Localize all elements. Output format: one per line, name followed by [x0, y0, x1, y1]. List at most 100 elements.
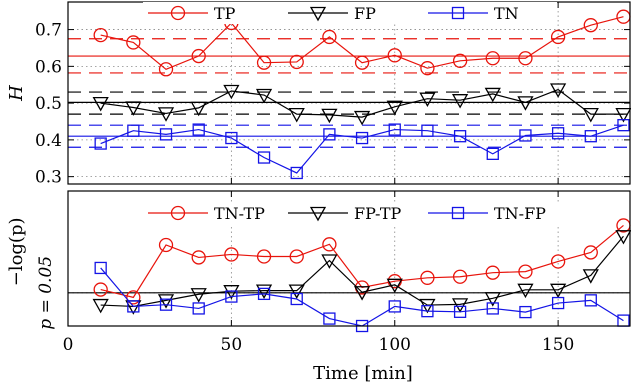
data-point — [386, 278, 403, 294]
data-point — [127, 124, 140, 137]
data-point — [257, 287, 271, 301]
data-point — [584, 130, 597, 143]
data-point — [158, 237, 174, 253]
bottom-series-tn-fp — [94, 261, 630, 333]
data-point — [584, 294, 597, 307]
data-point — [354, 55, 370, 70]
data-point — [550, 254, 566, 269]
data-point — [582, 107, 599, 123]
y-tick-label: 0.6 — [35, 57, 62, 77]
data-point — [387, 48, 402, 63]
data-point — [353, 286, 371, 301]
y-tick-label: 0.4 — [35, 131, 62, 151]
data-point — [517, 96, 534, 111]
data-point — [388, 300, 401, 313]
data-point — [289, 249, 304, 264]
data-point — [551, 127, 565, 140]
data-point — [191, 250, 206, 265]
data-point — [451, 298, 469, 313]
data-point — [583, 245, 598, 260]
data-point — [355, 131, 369, 145]
data-point — [126, 290, 141, 305]
data-point — [322, 237, 337, 252]
legend-marker — [309, 206, 327, 222]
data-point — [615, 107, 631, 123]
data-point — [288, 284, 305, 299]
data-point — [290, 166, 303, 180]
data-point — [321, 254, 338, 269]
legend-label-fp-tp: FP-TP — [354, 204, 402, 223]
x-tick-label: 100 — [379, 335, 411, 355]
data-point — [223, 285, 240, 300]
legend-label-tp: TP — [214, 4, 236, 23]
series-line-fp-tp — [100, 235, 624, 308]
data-point — [452, 53, 468, 68]
data-point — [93, 27, 108, 43]
data-point — [225, 290, 238, 303]
data-point — [353, 110, 371, 126]
data-point — [518, 51, 533, 66]
series-line-tn — [100, 124, 624, 174]
data-point — [323, 312, 336, 325]
data-point — [288, 107, 305, 123]
bottom-panel: 0 50 100 150 p = 0.05 −log(p) Time [min] TN-TP F… — [6, 190, 631, 384]
x-axis-title: Time [min] — [313, 363, 413, 384]
data-point — [419, 92, 436, 108]
data-point — [159, 298, 173, 311]
data-point — [484, 292, 501, 307]
data-point — [550, 283, 567, 299]
data-point — [386, 100, 403, 116]
data-point — [322, 29, 337, 45]
data-point — [192, 123, 205, 136]
legend-marker — [309, 6, 327, 22]
data-point — [224, 247, 239, 262]
data-point — [255, 284, 273, 299]
data-point — [255, 88, 273, 104]
data-point — [157, 107, 175, 122]
data-point — [92, 96, 109, 112]
data-point — [190, 288, 207, 303]
data-point — [615, 230, 631, 245]
legend-marker — [170, 5, 186, 21]
series-line-fp — [100, 88, 624, 118]
bottom-axes-frame — [67, 190, 631, 327]
legend-label-fp: FP — [354, 4, 376, 23]
data-point — [617, 119, 630, 132]
data-point — [583, 18, 598, 33]
data-point — [486, 147, 499, 161]
series-line-tn-tp — [100, 224, 624, 299]
data-point — [257, 151, 271, 164]
y-tick-label: 0.7 — [35, 21, 62, 41]
data-point — [582, 269, 599, 284]
series-line-tp — [100, 16, 624, 70]
x-tick-label: 150 — [542, 335, 574, 355]
data-point — [485, 265, 500, 280]
legend-marker — [451, 6, 465, 20]
data-point — [323, 128, 336, 141]
x-tick-label: 50 — [221, 335, 243, 355]
data-point — [225, 131, 238, 145]
data-point — [518, 264, 533, 279]
top-series-tp — [93, 9, 631, 77]
data-point — [321, 108, 338, 124]
legend-label-tn: TN — [494, 4, 519, 23]
x-tick-label: 0 — [63, 335, 74, 355]
legend-marker — [170, 205, 186, 221]
data-point — [190, 101, 207, 117]
data-point — [420, 61, 435, 76]
data-point — [92, 298, 109, 314]
data-point — [125, 101, 142, 116]
y-tick-label: 0.3 — [35, 168, 62, 188]
data-point — [223, 84, 240, 100]
top-series-tn — [94, 119, 630, 180]
bottom-series-fp-tp — [92, 230, 631, 315]
data-point — [289, 54, 304, 70]
y-axis-title: −log(p) — [6, 218, 27, 287]
data-point — [453, 130, 467, 143]
data-point — [191, 48, 206, 64]
data-point — [484, 87, 501, 103]
data-point — [551, 296, 565, 310]
y-axis-title: H — [6, 85, 27, 102]
